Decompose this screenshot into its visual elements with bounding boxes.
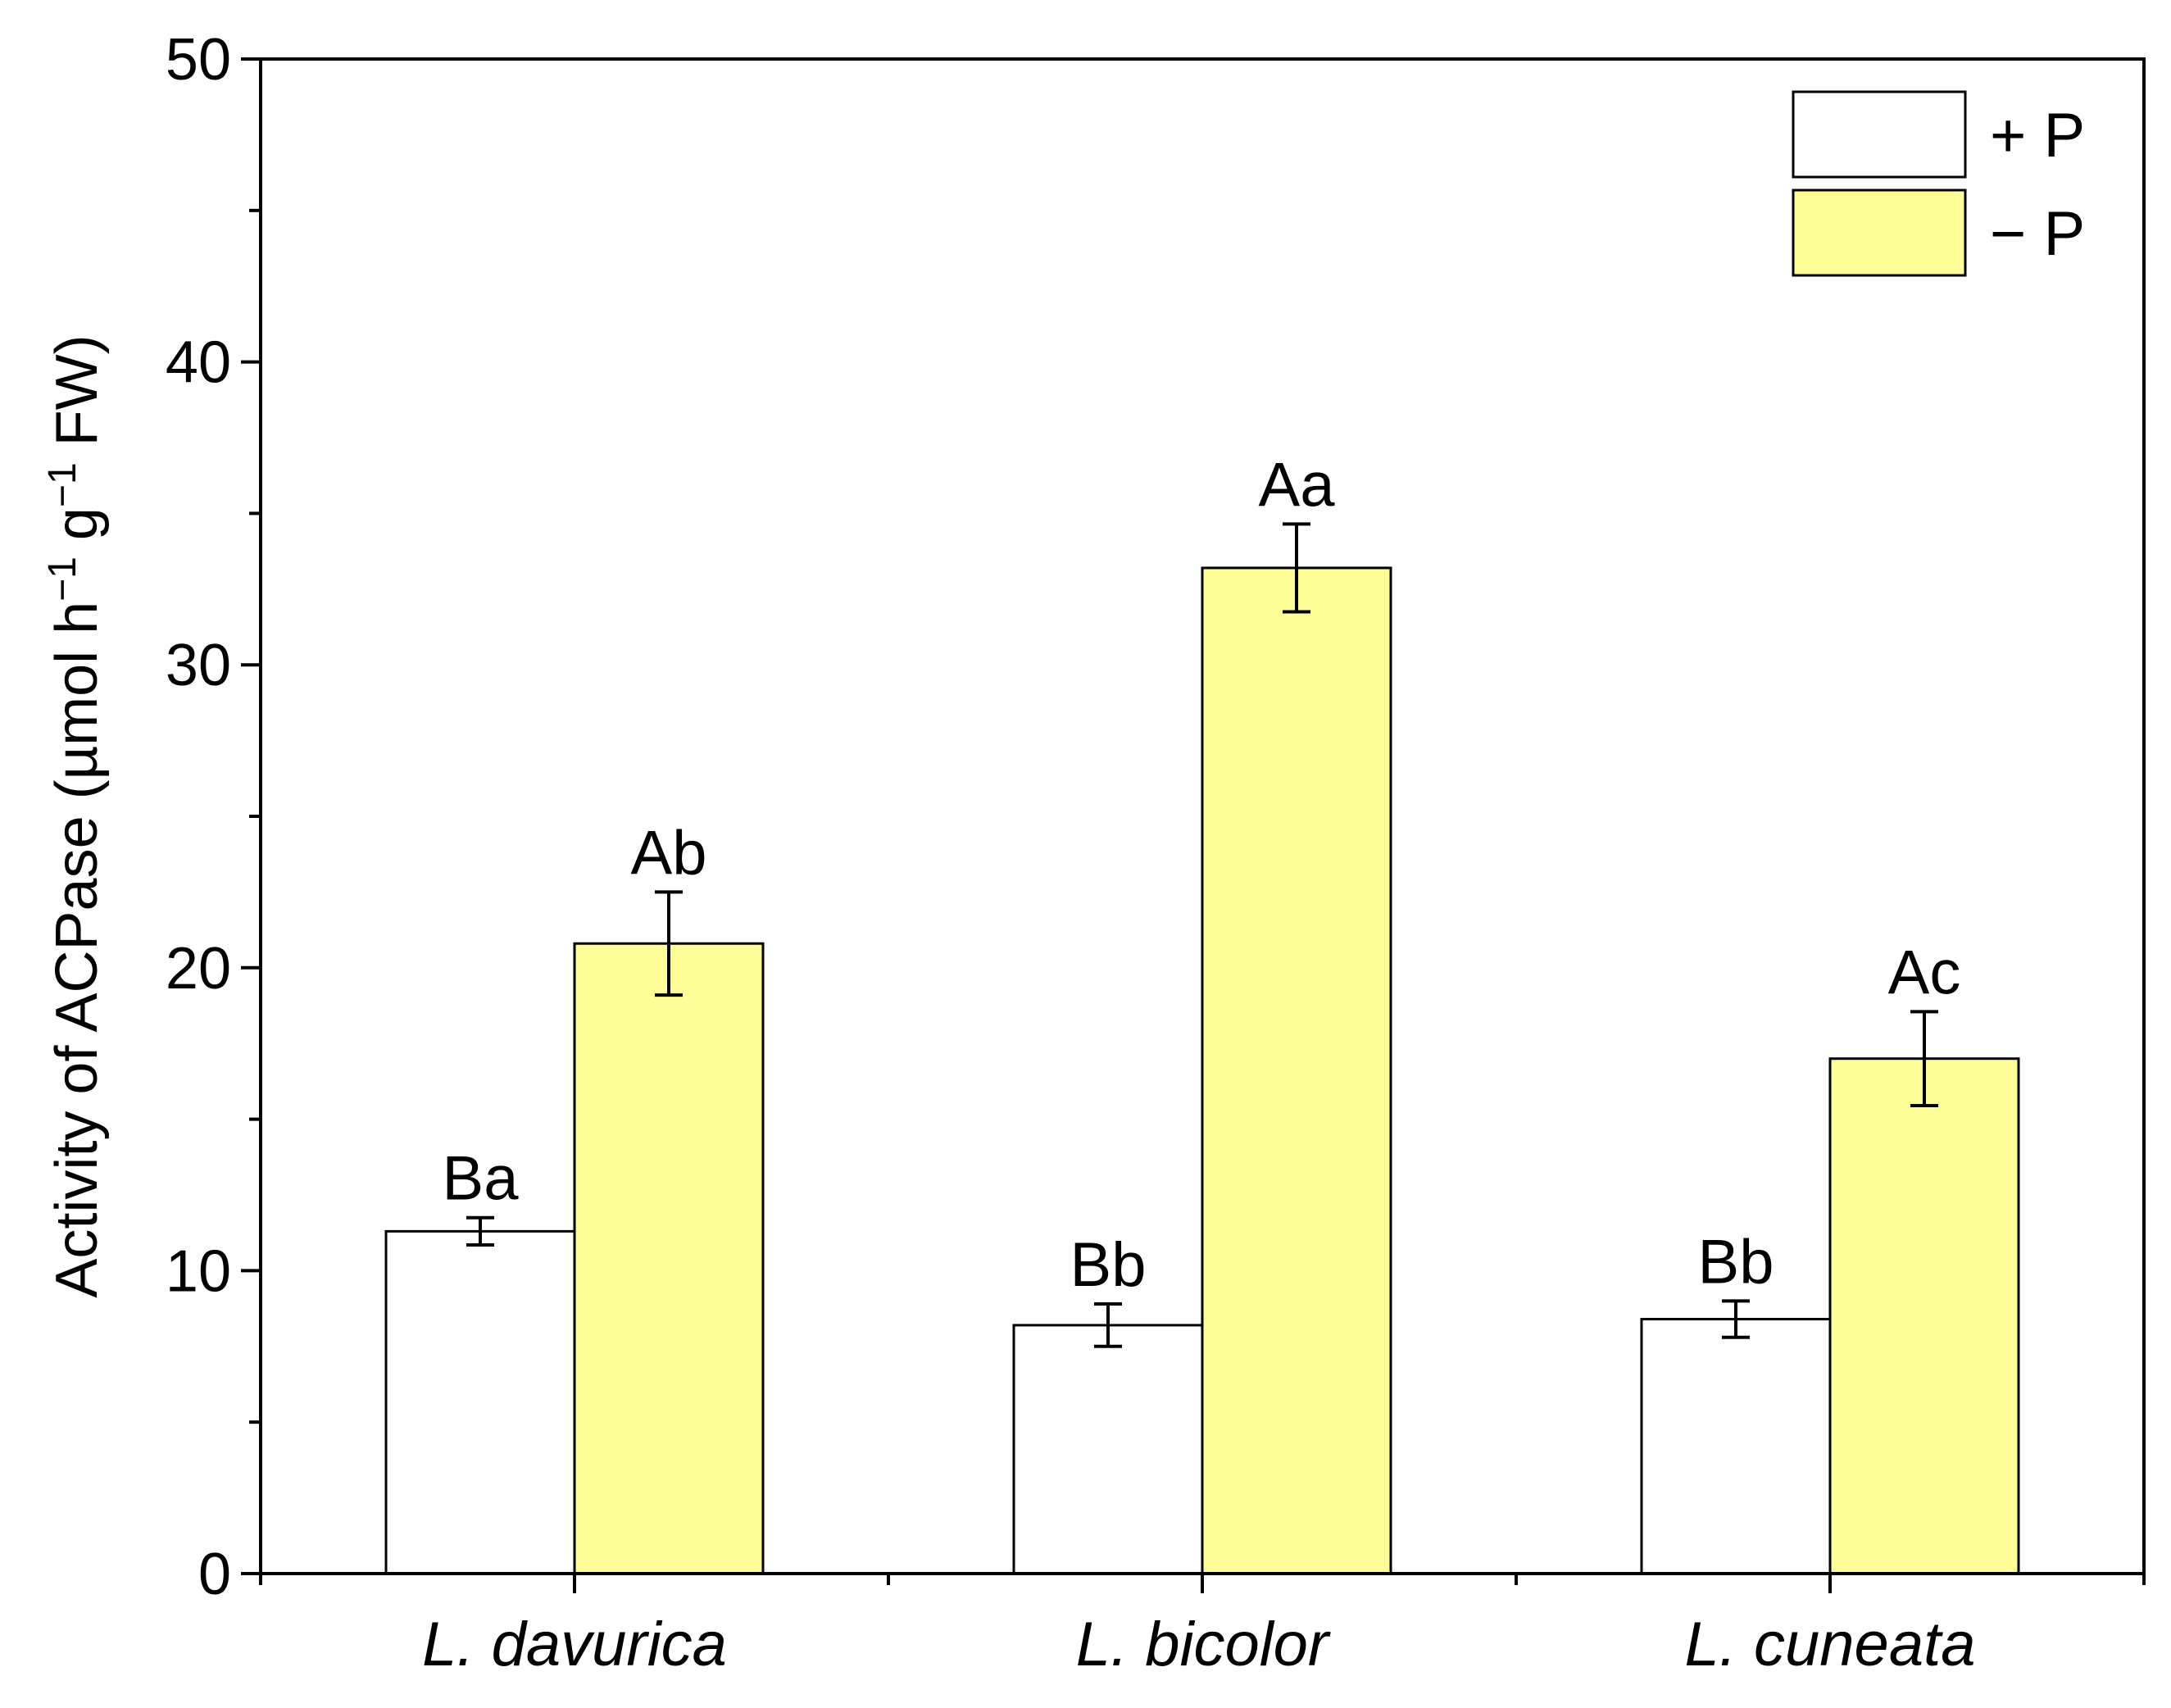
error-bar-0-0 bbox=[466, 1215, 494, 1247]
bar-minus-p-1 bbox=[1201, 566, 1392, 1575]
y-axis-title: Activity of ACPase (µmol h−1 g−1 FW) bbox=[41, 334, 110, 1297]
legend-swatch bbox=[1792, 189, 1967, 277]
x-tick-label: L. bicolor bbox=[1076, 1610, 1331, 1679]
error-bar-1-0 bbox=[655, 890, 683, 997]
bar-plus-p-2 bbox=[1640, 1318, 1832, 1575]
significance-label: Ab bbox=[631, 818, 707, 888]
bar-plus-p-0 bbox=[384, 1229, 576, 1575]
error-bars-layer bbox=[466, 522, 1938, 1348]
y-tick-label: 10 bbox=[166, 1238, 231, 1304]
y-tick-label: 50 bbox=[166, 27, 231, 93]
significance-label: Bb bbox=[1698, 1227, 1774, 1297]
legend-label: + P bbox=[1990, 101, 2085, 170]
significance-label: Aa bbox=[1259, 450, 1336, 520]
legend-label: − P bbox=[1990, 199, 2085, 269]
x-tick-label: L. davurica bbox=[422, 1610, 727, 1679]
y-axis-title-suffix: FW) bbox=[44, 334, 110, 462]
bar-minus-p-0 bbox=[573, 942, 765, 1575]
significance-label: Ac bbox=[1888, 938, 1961, 1007]
y-axis-title-middle: g bbox=[44, 507, 110, 556]
legend: + P − P bbox=[1792, 90, 2085, 277]
y-axis-title-prefix: Activity of ACPase (µmol h bbox=[44, 602, 110, 1298]
error-bar-0-2 bbox=[1722, 1299, 1750, 1339]
significance-label: Bb bbox=[1070, 1230, 1147, 1300]
y-tick-label: 0 bbox=[198, 1542, 231, 1607]
bar-plus-p-1 bbox=[1012, 1324, 1204, 1575]
error-bar-0-1 bbox=[1094, 1302, 1122, 1348]
significance-label: Ba bbox=[443, 1144, 520, 1214]
legend-item-0: + P bbox=[1792, 90, 2085, 179]
y-tick-label: 30 bbox=[166, 633, 231, 698]
x-axis: L. davurica L. bicolor L. cuneata bbox=[259, 1574, 2146, 1679]
annotation-labels-layer: Ba Bb Bb Ab Aa Ac bbox=[443, 450, 1961, 1300]
x-tick-label: L. cuneata bbox=[1685, 1610, 1976, 1679]
bar-minus-p-2 bbox=[1828, 1057, 2020, 1575]
y-tick-label: 40 bbox=[166, 330, 231, 396]
error-bar-1-2 bbox=[1910, 1010, 1938, 1107]
y-axis-title-sup2: −1 bbox=[41, 462, 84, 507]
y-axis: 0 10 20 30 40 50 bbox=[166, 27, 261, 1607]
y-axis-title-sup1: −1 bbox=[41, 556, 84, 602]
legend-item-1: − P bbox=[1792, 189, 2085, 277]
y-tick-label: 20 bbox=[166, 936, 231, 1002]
error-bar-1-1 bbox=[1283, 522, 1310, 614]
bars-layer bbox=[384, 566, 2020, 1575]
legend-swatch bbox=[1792, 90, 1967, 179]
